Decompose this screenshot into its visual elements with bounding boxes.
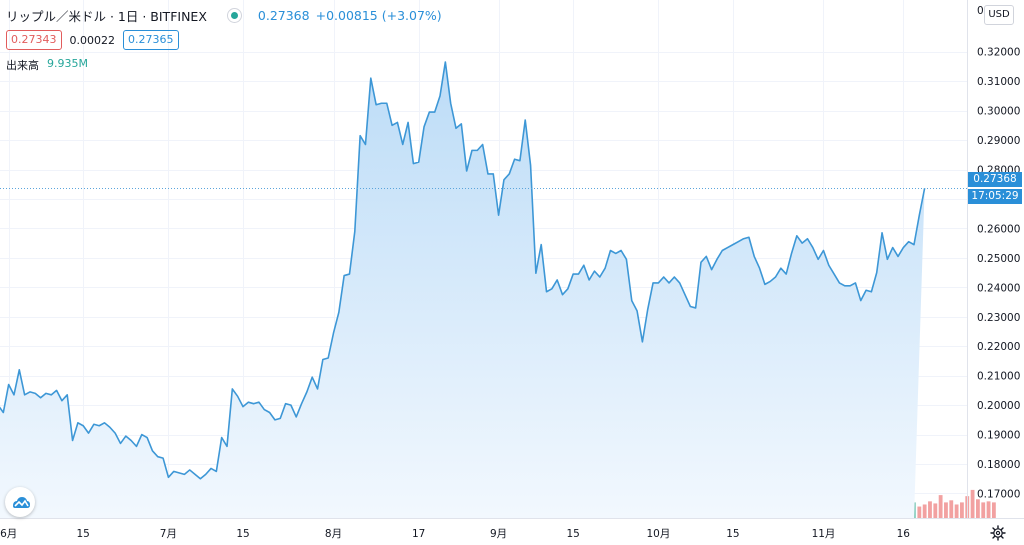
price-tick-label: 0.20000 — [977, 400, 1020, 412]
volume-bar — [938, 495, 943, 518]
time-tick-label: 17 — [412, 528, 425, 540]
price-tick-label: 0.30000 — [977, 106, 1020, 118]
bid-ask-row: 0.27343 0.00022 0.27365 — [6, 30, 179, 50]
volume-bar — [949, 500, 954, 518]
volume-legend: 出来高 9.935M — [6, 57, 88, 73]
volume-bar — [922, 504, 927, 518]
symbol-title[interactable]: リップル／米ドル · 1日 · BITFINEX — [6, 9, 207, 24]
spread-value: 0.00022 — [69, 33, 116, 47]
sell-price-button[interactable]: 0.27343 — [6, 30, 62, 50]
volume-bar — [970, 489, 975, 518]
price-line-path — [0, 61, 926, 480]
price-tick-label: 0 — [977, 5, 984, 17]
time-tick-label: 16 — [897, 528, 911, 540]
currency-button[interactable]: USD — [984, 5, 1014, 25]
time-tick-label: 15 — [726, 528, 739, 540]
volume-bar — [960, 502, 964, 518]
price-tick-label: 0.32000 — [977, 47, 1020, 59]
time-tick-label: 15 — [236, 528, 249, 540]
time-tick-label: 15 — [567, 528, 580, 540]
price-line — [0, 61, 926, 480]
gear-icon — [990, 525, 1006, 541]
price-tick-label: 0.31000 — [977, 76, 1020, 88]
volume-bar — [981, 502, 986, 518]
price-axis[interactable]: 0.17000 0.18000 0.19000 0.20000 0.21000 0.220… — [977, 5, 1020, 501]
price-tick-label: 0.26000 — [977, 223, 1020, 235]
time-tick-label: 10月 — [646, 528, 670, 540]
volume-value: 9.935M — [47, 57, 88, 70]
time-axis[interactable]: 6月 15 7月 15 8月 17 9月 15 10月 15 11月 16 — [0, 528, 910, 540]
price-change: +0.00815 (+3.07%) — [315, 8, 442, 23]
price-tick-label: 0.19000 — [977, 430, 1020, 442]
current-price-label: 0.27368 — [968, 172, 1022, 187]
time-tick-label: 6月 — [0, 528, 17, 540]
legend-header: リップル／米ドル · 1日 · BITFINEX 0.27368 +0.0081… — [0, 0, 965, 80]
volume-bar — [986, 501, 991, 518]
chart-settings-button[interactable] — [990, 525, 1006, 541]
time-tick-label: 9月 — [490, 528, 507, 540]
volume-bar — [917, 506, 922, 518]
time-tick-label: 11月 — [812, 528, 836, 540]
last-price: 0.27368 — [257, 8, 310, 23]
market-status-icon[interactable] — [226, 8, 242, 23]
volume-label: 出来高 — [6, 59, 39, 72]
price-tick-label: 0.18000 — [977, 459, 1020, 471]
price-tick-label: 0.29000 — [977, 135, 1020, 147]
time-tick-label: 7月 — [160, 528, 177, 540]
volume-bar — [928, 501, 932, 518]
buy-price-button[interactable]: 0.27365 — [123, 30, 179, 50]
price-tick-label: 0.21000 — [977, 371, 1020, 383]
cloud-logo-icon — [13, 497, 30, 508]
price-tick-label: 0.17000 — [977, 489, 1020, 501]
time-tick-label: 8月 — [325, 528, 342, 540]
price-tick-label: 0.22000 — [977, 341, 1020, 353]
volume-bar — [933, 503, 938, 518]
symbol-title-row: リップル／米ドル · 1日 · BITFINEX 0.27368 +0.0081… — [6, 6, 442, 25]
volume-bar — [944, 502, 948, 518]
tradingview-logo-button[interactable] — [5, 487, 35, 517]
price-tick-label: 0.23000 — [977, 312, 1020, 324]
price-tick-label: 0.25000 — [977, 253, 1020, 265]
volume-bar — [975, 499, 980, 518]
volume-bar — [954, 504, 959, 518]
bar-countdown-label: 17:05:29 — [968, 189, 1022, 204]
time-tick-label: 15 — [77, 528, 90, 540]
price-tick-label: 0.24000 — [977, 282, 1020, 294]
volume-bar — [991, 502, 996, 518]
